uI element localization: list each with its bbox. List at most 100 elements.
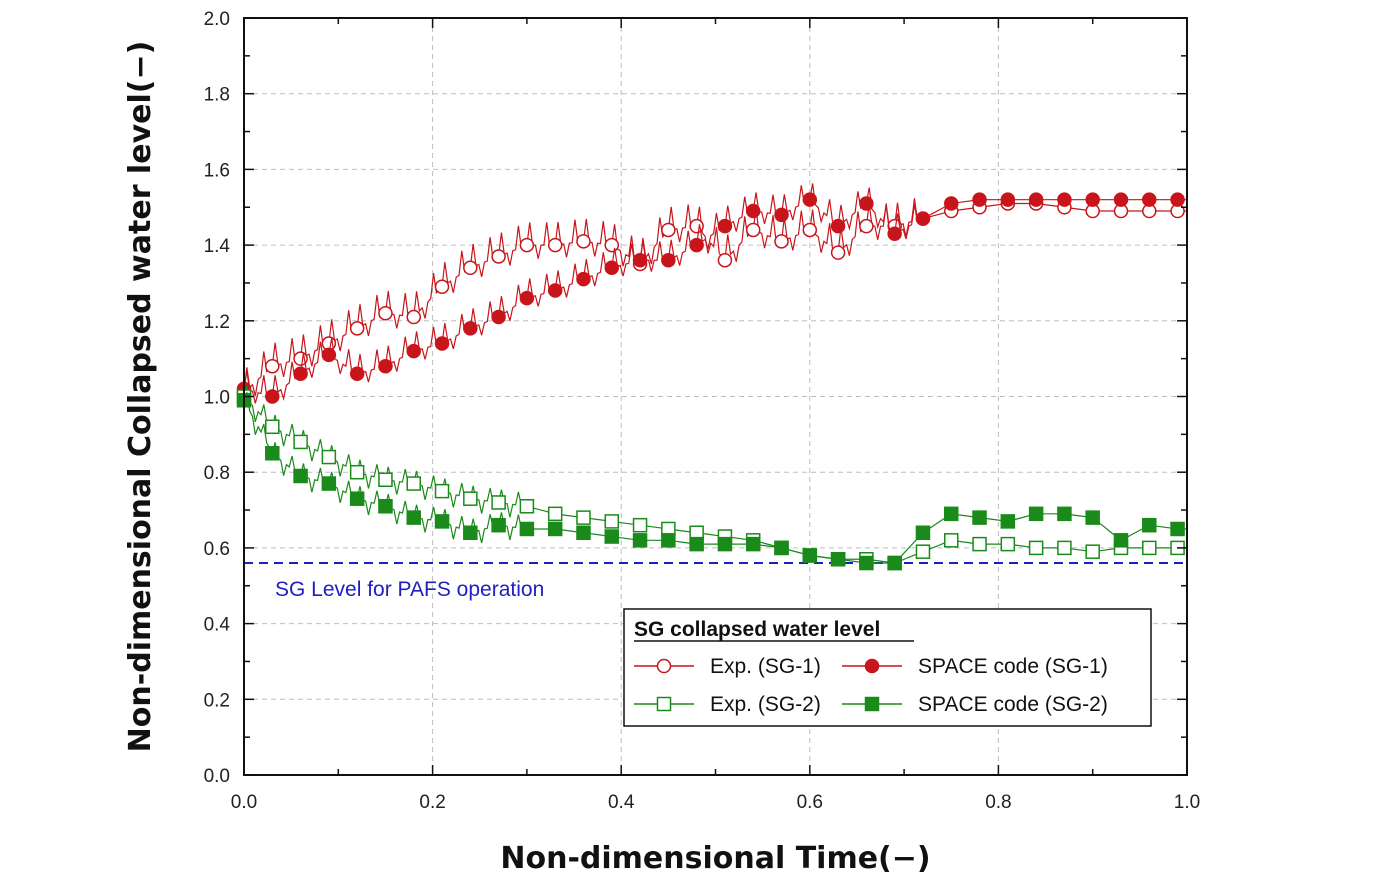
data-point: [972, 536, 987, 552]
series-space-code-sg-2: [236, 392, 1187, 571]
data-point: [689, 536, 704, 552]
data-point: [491, 517, 506, 533]
legend-entry: SPACE code (SG-2): [842, 693, 1108, 716]
data-point: [576, 510, 591, 525]
data-point: [321, 476, 337, 491]
legend-entry: Exp. (SG-2): [634, 693, 821, 716]
data-point: [972, 510, 987, 525]
data-point: [1142, 517, 1157, 533]
legend-label: Exp. (SG-2): [710, 693, 821, 716]
data-point: [632, 517, 648, 533]
data-point: [774, 234, 789, 249]
data-point: [972, 192, 987, 207]
data-point: [265, 446, 280, 461]
data-point: [1057, 506, 1072, 522]
y-tick-label: 0.6: [204, 539, 230, 560]
data-point: [349, 464, 365, 480]
data-point: [349, 321, 365, 336]
data-point: [293, 366, 308, 382]
data-point: [1142, 540, 1157, 556]
data-point: [434, 514, 450, 529]
data-point: [1028, 506, 1044, 522]
data-point: [604, 514, 620, 529]
data-point: [519, 237, 535, 253]
data-point: [576, 525, 591, 541]
data-point: [1057, 540, 1072, 556]
data-point: [321, 449, 337, 465]
data-point: [406, 309, 421, 325]
legend-entry: Exp. (SG-1): [634, 655, 821, 678]
data-point: [915, 211, 931, 226]
y-tick-label: 0.4: [204, 615, 231, 636]
data-point: [378, 358, 393, 374]
data-point: [547, 521, 563, 537]
data-point: [378, 305, 393, 321]
data-point: [915, 544, 931, 559]
y-tick-label: 1.6: [204, 160, 230, 181]
data-point: [604, 260, 620, 276]
data-point: [519, 499, 535, 514]
data-point: [887, 226, 902, 241]
data-point: [293, 434, 308, 450]
legend-box: [623, 608, 1152, 727]
data-point: [1170, 192, 1185, 207]
legend-marker: [864, 658, 880, 674]
data-point: [632, 533, 648, 548]
data-point: [547, 237, 563, 253]
data-point: [745, 203, 761, 219]
x-tick-label: 0.6: [797, 792, 823, 813]
data-point: [434, 279, 450, 294]
data-point: [745, 222, 761, 238]
data-point: [491, 249, 506, 264]
legend-marker: [864, 696, 880, 712]
data-point: [491, 309, 506, 325]
data-point: [1000, 536, 1016, 552]
data-point: [463, 491, 478, 506]
data-point: [717, 218, 733, 234]
legend-label: SPACE code (SG-1): [918, 655, 1108, 678]
legend-label: SPACE code (SG-2): [918, 693, 1108, 716]
data-point: [859, 218, 874, 234]
data-point: [491, 495, 506, 510]
data-point: [661, 252, 676, 268]
legend: SG collapsed water level Exp. (SG-1) SPAC…: [623, 608, 1152, 727]
data-point: [434, 336, 450, 351]
data-point: [406, 343, 421, 359]
y-tick-label: 0.8: [204, 463, 230, 484]
data-point: [321, 347, 337, 363]
data-point: [265, 389, 280, 404]
data-point: [1085, 510, 1100, 525]
data-point: [378, 472, 393, 488]
data-point: [661, 533, 676, 548]
data-point: [944, 506, 959, 522]
data-point: [1085, 544, 1100, 559]
data-point: [717, 536, 733, 552]
data-point: [576, 271, 591, 287]
data-point: [830, 218, 846, 234]
data-point: [349, 491, 365, 506]
data-point: [406, 476, 421, 491]
data-point: [265, 419, 280, 435]
data-point: [1113, 192, 1129, 207]
data-point: [519, 290, 535, 306]
data-point: [802, 548, 818, 563]
x-tick-label: 0.2: [419, 792, 445, 813]
series-line: [243, 392, 1187, 564]
data-point: [717, 252, 733, 268]
data-point: [830, 552, 846, 567]
legend-marker: [656, 658, 672, 674]
data-point: [774, 540, 789, 556]
x-tick-labels: 0.0 0.2 0.4 0.6 0.8 1.0: [231, 792, 1200, 813]
reference-line-label: SG Level for PAFS operation: [275, 578, 544, 601]
y-tick-label: 2.0: [204, 9, 230, 30]
data-point: [265, 358, 280, 374]
y-tick-label: 1.8: [204, 85, 230, 106]
data-point: [406, 510, 421, 525]
y-tick-labels: 0.0 0.2 0.4 0.6 0.8 1.0 1.2 1.4 1.6 1.8 2.0: [204, 9, 231, 787]
ticks: [243, 17, 1188, 776]
data-point: [463, 321, 478, 336]
data-point: [1028, 192, 1044, 207]
y-tick-label: 0.0: [204, 766, 230, 787]
data-point: [774, 207, 789, 223]
